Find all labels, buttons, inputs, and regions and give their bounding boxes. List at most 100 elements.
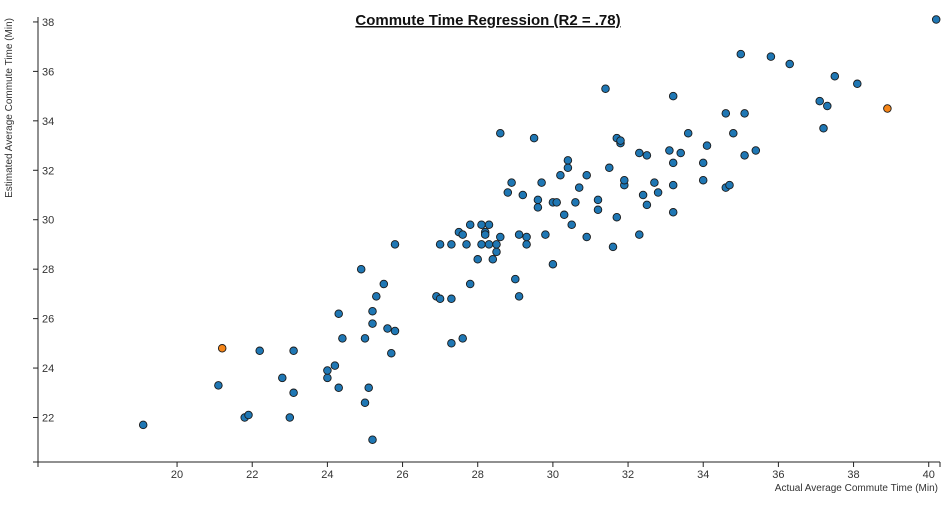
- data-point[interactable]: [552, 198, 561, 207]
- data-point[interactable]: [477, 240, 486, 249]
- data-point[interactable]: [766, 52, 776, 61]
- data-point[interactable]: [721, 109, 731, 118]
- data-point[interactable]: [698, 158, 708, 168]
- data-point[interactable]: [488, 255, 498, 264]
- data-point[interactable]: [484, 240, 494, 249]
- data-point[interactable]: [465, 220, 475, 229]
- data-point[interactable]: [668, 158, 678, 168]
- data-point[interactable]: [364, 383, 373, 393]
- data-point[interactable]: [683, 128, 693, 138]
- highlighted-data-point[interactable]: [883, 104, 892, 113]
- data-point[interactable]: [642, 151, 652, 160]
- data-point[interactable]: [931, 15, 941, 24]
- data-point[interactable]: [548, 259, 558, 269]
- data-point[interactable]: [323, 366, 332, 375]
- data-point[interactable]: [496, 232, 505, 242]
- data-point[interactable]: [323, 373, 332, 383]
- data-point[interactable]: [330, 361, 340, 370]
- data-point[interactable]: [368, 319, 377, 328]
- data-point[interactable]: [529, 133, 539, 143]
- data-point[interactable]: [447, 294, 456, 304]
- data-point[interactable]: [593, 195, 603, 205]
- data-point[interactable]: [390, 326, 400, 336]
- data-point[interactable]: [653, 188, 663, 197]
- data-point[interactable]: [447, 240, 456, 249]
- data-point[interactable]: [458, 230, 467, 239]
- data-point[interactable]: [642, 200, 652, 210]
- data-point[interactable]: [668, 180, 678, 190]
- data-point[interactable]: [582, 170, 591, 180]
- data-point[interactable]: [514, 230, 524, 239]
- data-point[interactable]: [620, 175, 629, 185]
- data-point[interactable]: [563, 156, 573, 165]
- data-point[interactable]: [740, 109, 749, 118]
- data-point[interactable]: [751, 146, 761, 155]
- data-point[interactable]: [638, 190, 648, 200]
- data-point[interactable]: [435, 294, 445, 304]
- data-point[interactable]: [533, 203, 543, 212]
- data-point[interactable]: [492, 247, 501, 257]
- data-point[interactable]: [702, 141, 712, 150]
- data-point[interactable]: [522, 232, 531, 242]
- data-point[interactable]: [556, 170, 565, 180]
- data-point[interactable]: [785, 59, 794, 69]
- data-point[interactable]: [435, 240, 445, 249]
- data-point[interactable]: [214, 381, 223, 390]
- data-point[interactable]: [480, 230, 490, 239]
- data-point[interactable]: [729, 128, 738, 138]
- data-point[interactable]: [484, 220, 494, 229]
- data-point[interactable]: [571, 198, 580, 207]
- data-point[interactable]: [605, 163, 614, 173]
- data-point[interactable]: [740, 151, 749, 160]
- data-point[interactable]: [372, 292, 381, 301]
- data-point[interactable]: [244, 410, 253, 420]
- data-point[interactable]: [462, 240, 471, 249]
- data-point[interactable]: [698, 175, 708, 185]
- data-point[interactable]: [635, 230, 644, 239]
- data-point[interactable]: [593, 205, 603, 215]
- data-point[interactable]: [668, 91, 678, 101]
- data-point[interactable]: [823, 101, 832, 111]
- data-point[interactable]: [360, 334, 370, 343]
- data-point[interactable]: [853, 79, 862, 89]
- data-point[interactable]: [458, 334, 467, 343]
- data-point[interactable]: [465, 279, 475, 289]
- data-point[interactable]: [503, 188, 513, 197]
- data-point[interactable]: [492, 240, 501, 249]
- data-point[interactable]: [507, 178, 516, 187]
- data-point[interactable]: [537, 178, 546, 187]
- data-point[interactable]: [635, 148, 644, 158]
- data-point[interactable]: [608, 242, 618, 252]
- data-point[interactable]: [278, 373, 287, 383]
- data-point[interactable]: [387, 348, 396, 358]
- data-point[interactable]: [368, 435, 377, 444]
- data-point[interactable]: [819, 124, 828, 133]
- data-point[interactable]: [650, 178, 659, 187]
- data-point[interactable]: [255, 346, 264, 356]
- data-point[interactable]: [285, 413, 295, 422]
- data-point[interactable]: [383, 324, 392, 333]
- data-point[interactable]: [334, 383, 343, 393]
- data-point[interactable]: [496, 128, 505, 138]
- data-point[interactable]: [563, 163, 573, 173]
- data-point[interactable]: [676, 148, 685, 158]
- data-point[interactable]: [612, 212, 622, 222]
- data-point[interactable]: [522, 240, 531, 249]
- data-point[interactable]: [379, 279, 389, 289]
- data-point[interactable]: [338, 334, 347, 343]
- data-point[interactable]: [665, 146, 674, 155]
- data-point[interactable]: [477, 220, 486, 229]
- highlighted-data-point[interactable]: [217, 344, 227, 353]
- data-point[interactable]: [514, 292, 524, 301]
- data-point[interactable]: [138, 420, 148, 430]
- data-point[interactable]: [473, 255, 482, 264]
- data-point[interactable]: [390, 240, 400, 249]
- data-point[interactable]: [582, 232, 591, 242]
- data-point[interactable]: [360, 398, 370, 407]
- data-point[interactable]: [725, 180, 734, 190]
- data-point[interactable]: [356, 264, 366, 274]
- data-point[interactable]: [668, 208, 678, 217]
- data-point[interactable]: [559, 210, 569, 220]
- data-point[interactable]: [567, 220, 576, 229]
- data-point[interactable]: [616, 136, 625, 145]
